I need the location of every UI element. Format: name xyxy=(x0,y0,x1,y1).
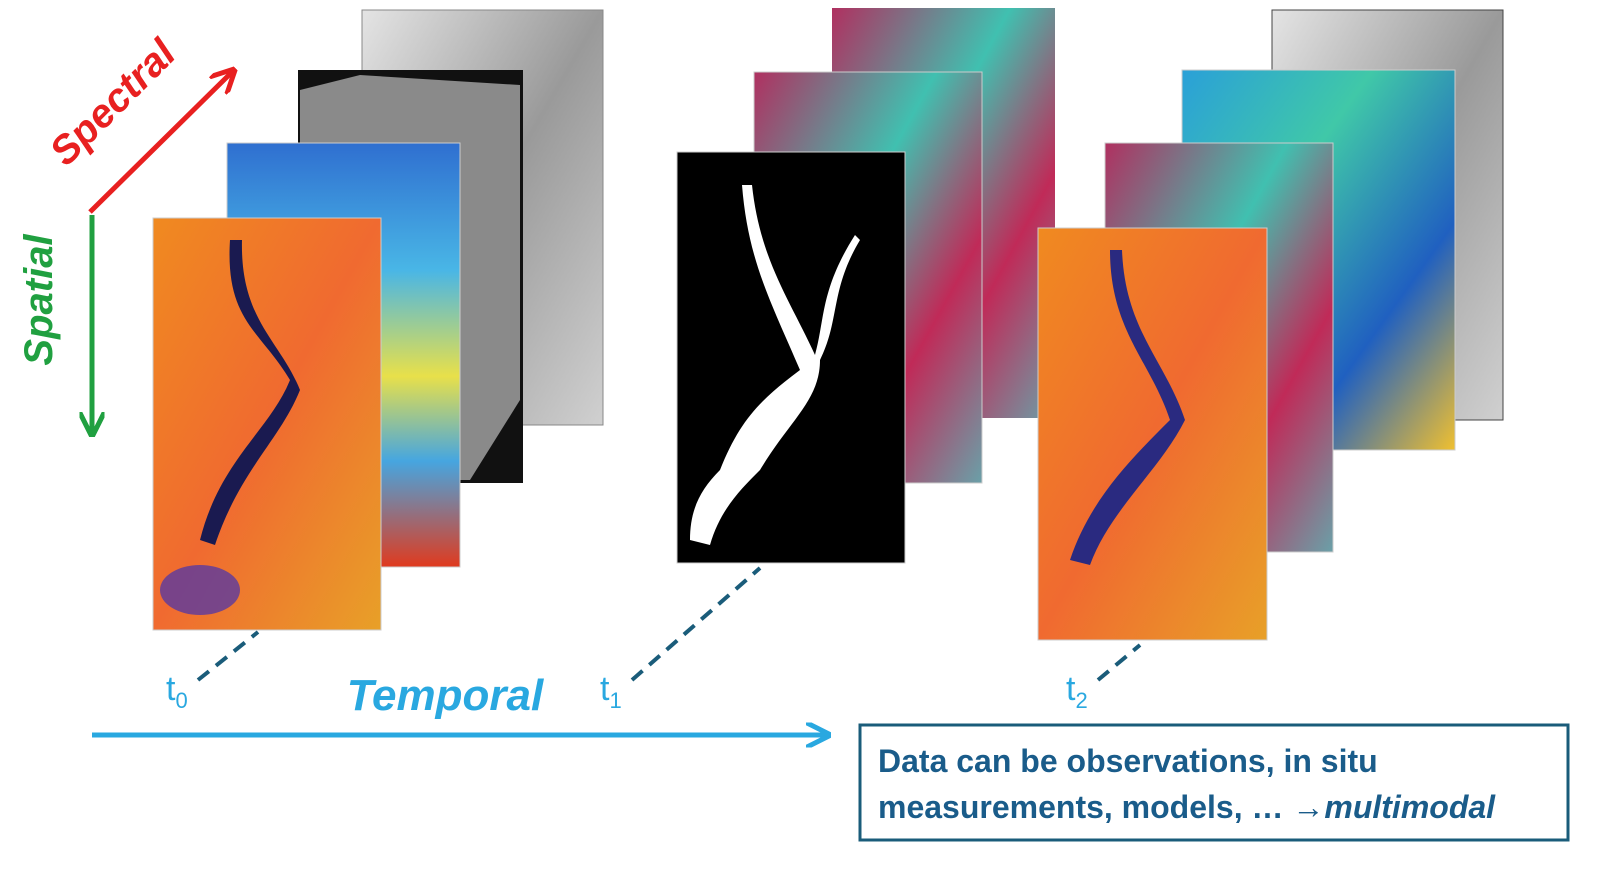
note-line: measurements, models, … →multimodal xyxy=(878,789,1496,825)
diagram: Spectral Spatial Temporal t0 t1 t2 Data … xyxy=(0,0,1623,872)
time-label: t2 xyxy=(1066,670,1088,713)
temporal-label: Temporal xyxy=(347,671,544,720)
stack-t0 xyxy=(153,10,603,630)
time-labels: t0 t1 t2 xyxy=(166,670,1088,713)
text-part: measurements, models, … xyxy=(878,789,1292,825)
time-label: t0 xyxy=(166,670,188,713)
text-part: 0 xyxy=(175,688,187,713)
stack-t1 xyxy=(677,8,1055,563)
text-part: →multimodal xyxy=(1292,789,1496,825)
text-part: 1 xyxy=(609,688,621,713)
text-part: 2 xyxy=(1075,688,1087,713)
time-label: t1 xyxy=(600,670,622,713)
spectral-label: Spectral xyxy=(41,31,184,174)
note-line: Data can be observations, in situ xyxy=(878,743,1378,779)
spatial-label: Spatial xyxy=(17,234,61,366)
stack-t2 xyxy=(1038,10,1503,640)
